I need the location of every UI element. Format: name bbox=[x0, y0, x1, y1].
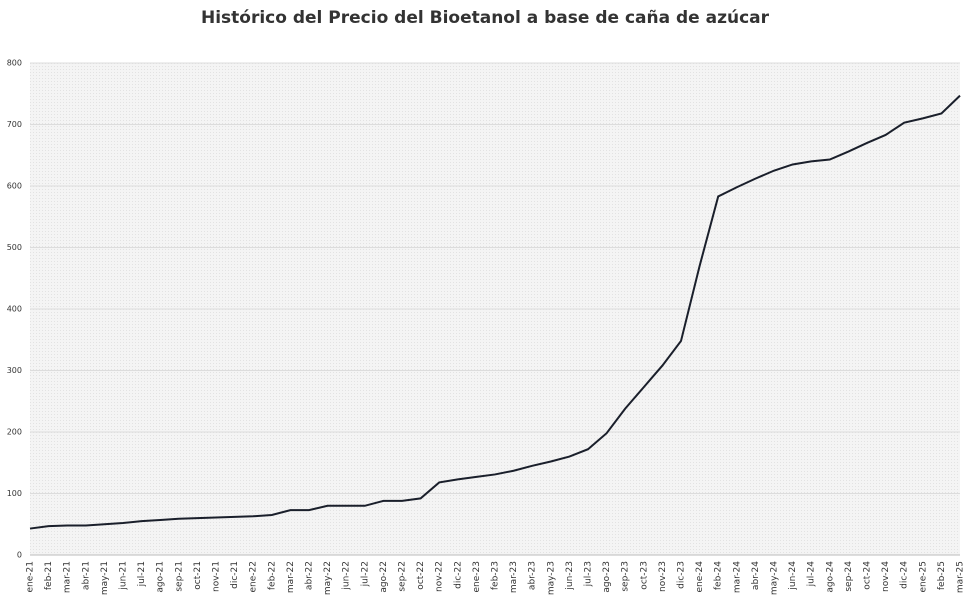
x-tick-label: abr-24 bbox=[751, 561, 761, 590]
x-tick-label: ene-23 bbox=[472, 561, 482, 592]
x-tick-label: ene-24 bbox=[695, 561, 705, 593]
x-tick-label: oct-23 bbox=[639, 561, 649, 590]
y-tick-label: 700 bbox=[7, 120, 22, 129]
x-tick-label: may-22 bbox=[323, 561, 333, 595]
y-tick-label: 100 bbox=[7, 489, 22, 498]
x-tick-label: oct-21 bbox=[193, 561, 203, 590]
chart-title: Histórico del Precio del Bioetanol a bas… bbox=[201, 8, 770, 28]
x-tick-label: may-21 bbox=[100, 561, 110, 595]
x-tick-label: feb-22 bbox=[267, 561, 277, 590]
x-tick-label: ago-22 bbox=[379, 561, 389, 593]
x-tick-label: oct-22 bbox=[416, 561, 426, 590]
x-tick-label: feb-21 bbox=[44, 561, 54, 590]
x-tick-label: dic-24 bbox=[900, 561, 910, 589]
x-tick-label: ene-25 bbox=[918, 561, 928, 592]
x-tick-label: jun-21 bbox=[119, 561, 129, 591]
y-tick-label: 400 bbox=[7, 305, 22, 314]
x-tick-label: jul-23 bbox=[584, 561, 594, 587]
x-tick-label: ago-23 bbox=[602, 561, 612, 593]
y-tick-label: 600 bbox=[7, 182, 22, 191]
x-tick-label: nov-24 bbox=[881, 561, 891, 592]
y-tick-label: 300 bbox=[7, 366, 22, 375]
x-tick-label: jul-24 bbox=[807, 561, 817, 588]
x-tick-label: dic-22 bbox=[453, 561, 463, 589]
x-tick-label: mar-21 bbox=[63, 561, 73, 593]
y-tick-label: 500 bbox=[7, 243, 22, 252]
x-tick-label: jun-23 bbox=[565, 561, 575, 591]
x-tick-label: mar-23 bbox=[509, 561, 519, 593]
x-tick-label: sep-21 bbox=[174, 561, 184, 592]
x-tick-label: feb-24 bbox=[714, 561, 724, 590]
line bbox=[29, 94, 961, 530]
x-tick-label: ene-22 bbox=[249, 561, 259, 592]
x-tick-label: feb-23 bbox=[491, 561, 501, 590]
x-tick-label: feb-25 bbox=[937, 561, 947, 590]
x-tick-label: nov-22 bbox=[435, 561, 445, 592]
x-tick-label: jul-21 bbox=[137, 561, 147, 587]
x-tick-label: mar-22 bbox=[286, 561, 296, 593]
x-tick-label: sep-24 bbox=[844, 561, 854, 592]
x-tick-label: mar-24 bbox=[732, 561, 742, 593]
x-tick-label: dic-21 bbox=[230, 561, 240, 589]
x-tick-label: may-23 bbox=[546, 561, 556, 595]
x-tick-label: nov-21 bbox=[212, 561, 222, 592]
x-tick-label: abr-23 bbox=[528, 561, 538, 590]
x-tick-label: abr-22 bbox=[305, 561, 315, 590]
x-tick-label: jun-22 bbox=[342, 561, 352, 591]
x-tick-label: mar-25 bbox=[956, 561, 966, 593]
x-tick-label: sep-22 bbox=[398, 561, 408, 592]
x-tick-label: nov-23 bbox=[658, 561, 668, 592]
x-tick-label: oct-24 bbox=[863, 561, 873, 590]
x-tick-label: may-24 bbox=[770, 561, 780, 595]
x-tick-label: dic-23 bbox=[677, 561, 687, 589]
x-tick-label: ene-21 bbox=[26, 561, 36, 592]
y-tick-label: 200 bbox=[7, 428, 22, 437]
x-tick-label: ago-24 bbox=[825, 561, 835, 593]
x-tick-label: sep-23 bbox=[621, 561, 631, 592]
y-tick-label: 800 bbox=[7, 59, 22, 68]
y-tick-label: 0 bbox=[17, 551, 22, 560]
x-tick-label: abr-21 bbox=[81, 561, 91, 590]
x-tick-label: jun-24 bbox=[788, 561, 798, 591]
x-tick-label: jul-22 bbox=[360, 561, 370, 587]
x-tick-label: ago-21 bbox=[156, 561, 166, 593]
